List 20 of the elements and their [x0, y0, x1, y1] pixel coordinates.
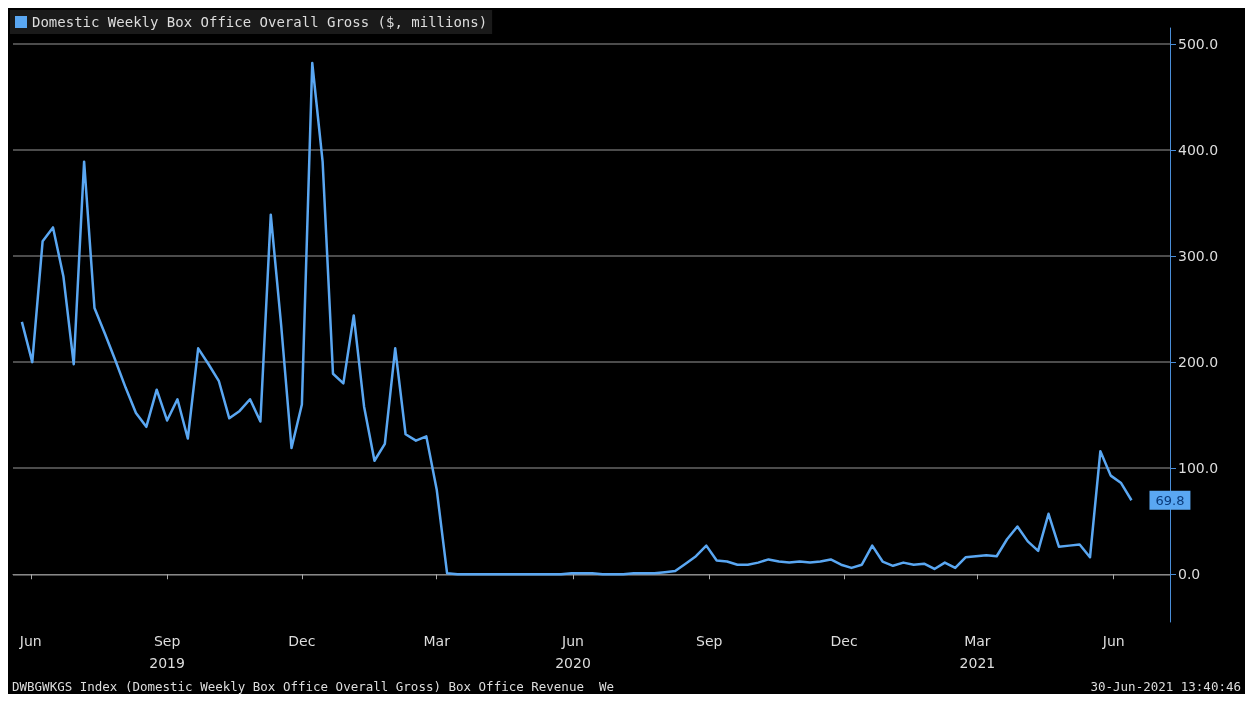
- text: 30-Jun-2021 13:40:46: [1090, 679, 1241, 694]
- x-tick-label: Jun: [1101, 633, 1125, 649]
- y-tick-label: 0.0: [1178, 566, 1201, 583]
- x-tick-label: Jun 2020: [555, 633, 591, 671]
- data-label: 69.8: [1155, 492, 1185, 508]
- x-tick-label: Sep: [696, 633, 723, 649]
- y-tick-label: 200.0: [1178, 354, 1219, 371]
- y-tick-label: 300.0: [1178, 248, 1219, 265]
- y-tick-label: 100.0: [1178, 460, 1219, 477]
- x-tick-label: Sep 2019: [149, 633, 185, 671]
- legend-label: Domestic Weekly Box Office Overall Gross ($, millions): [32, 14, 488, 30]
- x-tick-label: Dec: [830, 633, 858, 649]
- line-series: [20, 61, 1133, 576]
- x-tick-label: Mar: [423, 633, 451, 649]
- x-tick-label: Dec: [288, 633, 316, 649]
- text: DWBGWKGS Index (Domestic Weekly Box Office Overall Gross) Box Office Revenue We: [12, 679, 615, 694]
- x-tick-label: Jun: [18, 633, 42, 649]
- x-tick-label: Mar 2021: [959, 633, 996, 671]
- y-tick-label: 400.0: [1178, 141, 1219, 158]
- y-tick-label: 500.0: [1178, 35, 1219, 52]
